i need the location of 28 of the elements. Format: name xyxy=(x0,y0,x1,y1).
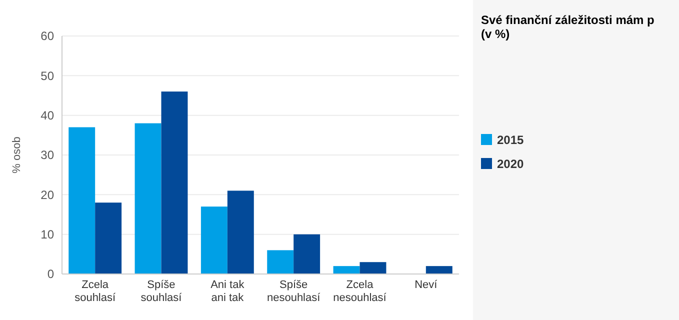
x-tick-label: Neví xyxy=(414,279,438,291)
bar xyxy=(200,206,228,274)
bar xyxy=(161,92,188,274)
x-tick-label: Ani tak ani tak xyxy=(210,279,245,304)
x-tick-label: Spíše souhlasí xyxy=(140,279,183,304)
bar xyxy=(68,127,96,274)
bar xyxy=(95,202,122,274)
y-tick-label: 50 xyxy=(40,68,54,83)
x-tick-label: Zcela nesouhlasí xyxy=(333,279,388,304)
x-tick-label: Spíše nesouhlasí xyxy=(266,279,322,304)
y-axis-title: % osob xyxy=(11,136,23,174)
bar xyxy=(426,266,452,274)
bar xyxy=(333,266,360,274)
text: Své finanční záležitosti mám p (v %) xyxy=(481,13,654,41)
bar xyxy=(134,123,162,274)
bar xyxy=(294,234,320,274)
legend-label: 2020 xyxy=(497,157,524,171)
y-tick-label: 20 xyxy=(40,188,54,202)
legend-label: 2015 xyxy=(497,133,524,147)
y-tick-label: 10 xyxy=(40,228,54,242)
bar xyxy=(227,190,254,274)
bar xyxy=(360,262,386,274)
bar xyxy=(267,250,294,274)
y-tick-label: 0 xyxy=(47,267,54,282)
y-tick-label: 40 xyxy=(40,108,54,123)
y-tick-label: 30 xyxy=(40,148,54,162)
x-tick-label: Zcela souhlasí xyxy=(74,279,117,304)
y-tick-label: 60 xyxy=(40,29,54,44)
